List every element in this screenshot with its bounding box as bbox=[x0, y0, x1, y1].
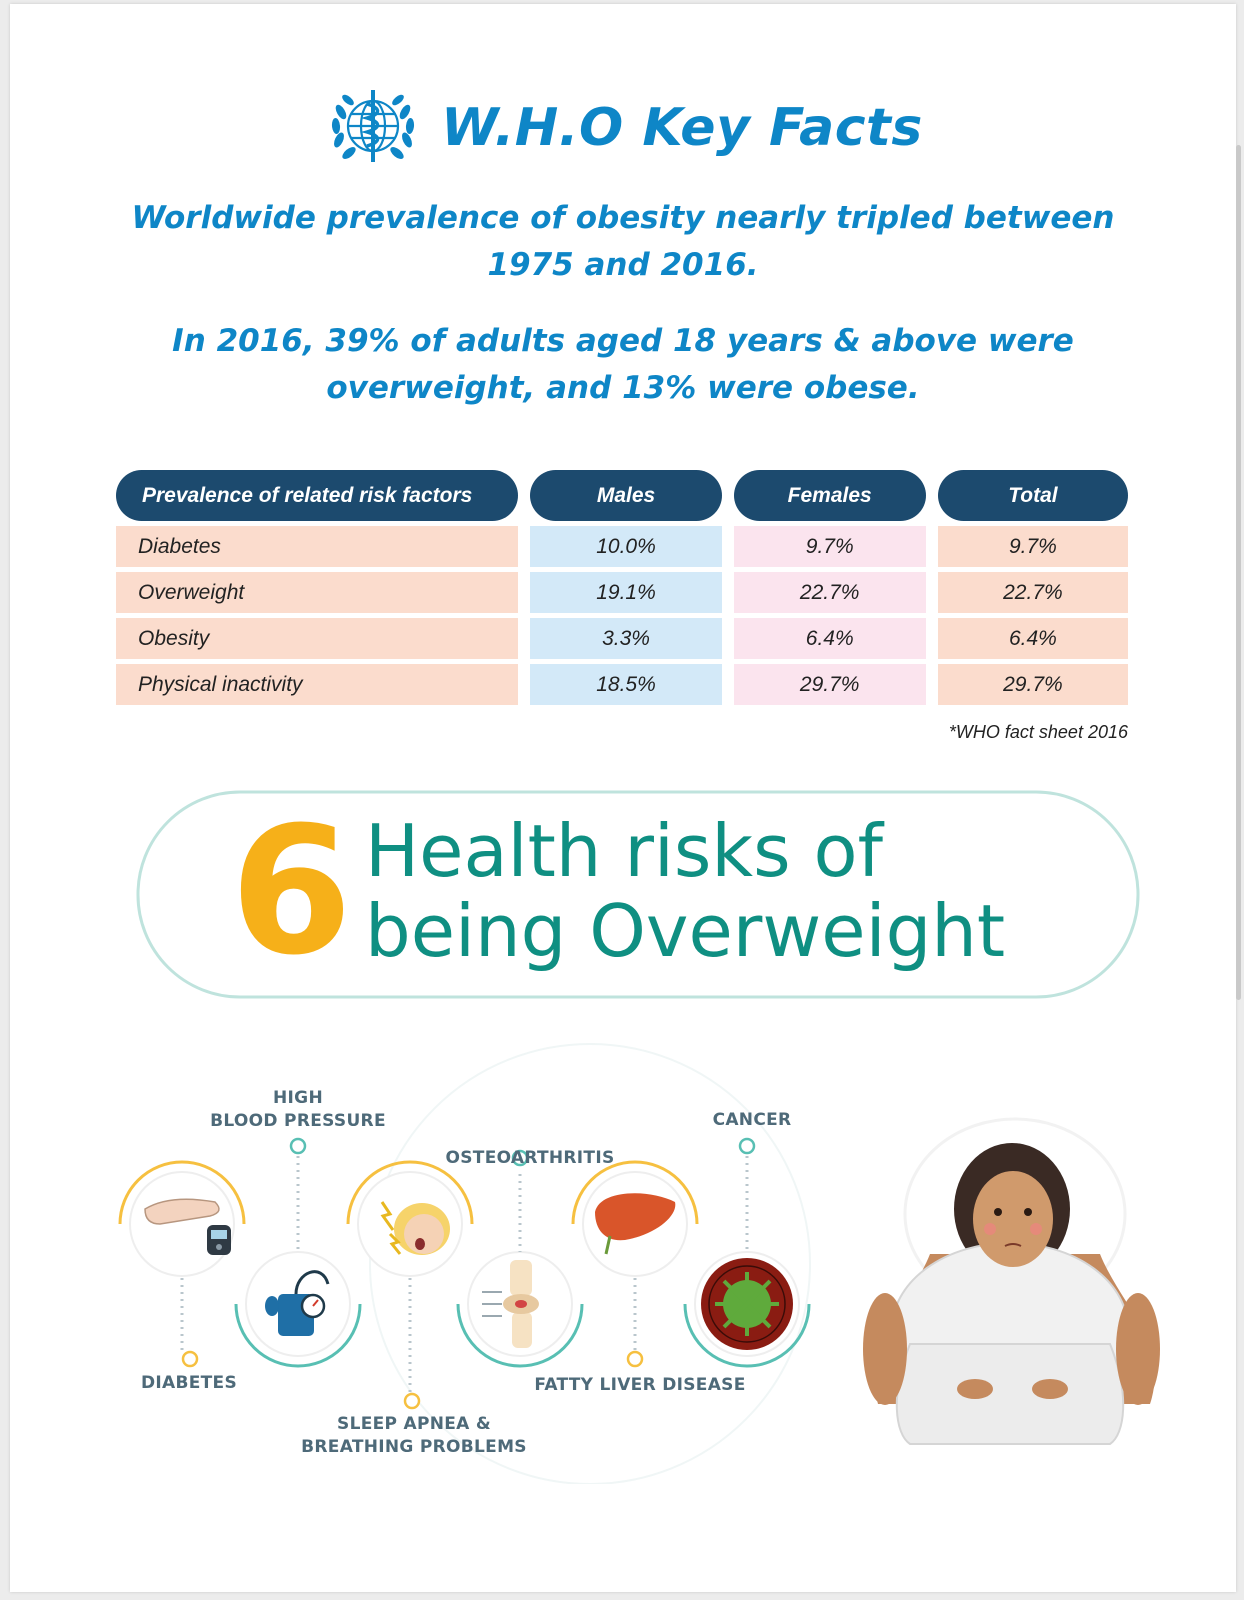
cell-risk: Overweight bbox=[116, 572, 519, 613]
document-page: W.H.O Key Facts Worldwide prevalence of … bbox=[10, 4, 1236, 1592]
cell-risk: Diabetes bbox=[116, 526, 519, 567]
header-females: Females bbox=[733, 470, 926, 521]
cell-total: 9.7% bbox=[937, 526, 1128, 567]
cell-risk: Obesity bbox=[116, 618, 519, 659]
health-risks-illustration bbox=[118, 790, 1160, 1484]
fact-line: Worldwide prevalence of obesity nearly t… bbox=[131, 200, 1115, 236]
cancer-cell-icon bbox=[701, 1258, 793, 1350]
fact-line: In 2016, 39% of adults aged 18 years & a… bbox=[172, 323, 1074, 359]
cell-females: 22.7% bbox=[733, 572, 926, 613]
who-emblem-icon bbox=[332, 90, 415, 162]
liver-icon bbox=[595, 1193, 676, 1255]
label-osteoarthritis: OSTEOARTHRITIS bbox=[445, 1148, 615, 1168]
label-line: HIGH bbox=[273, 1088, 323, 1108]
cell-females: 6.4% bbox=[733, 618, 926, 659]
diabetes-arc bbox=[118, 1160, 246, 1225]
banner-title-line: Health risks of bbox=[365, 809, 883, 893]
cancer-marker bbox=[738, 1137, 756, 1155]
cell-males: 19.1% bbox=[530, 572, 722, 613]
banner-title-line: being Overweight bbox=[365, 889, 1006, 973]
glucometer-icon bbox=[144, 1198, 231, 1255]
fatty-marker bbox=[626, 1350, 644, 1368]
bg-faint-circle bbox=[369, 1043, 811, 1484]
overweight-woman-illustration bbox=[863, 1117, 1160, 1445]
cell-females: 9.7% bbox=[733, 526, 926, 567]
table-footnote: *WHO fact sheet 2016 bbox=[948, 722, 1128, 742]
cell-total: 29.7% bbox=[937, 664, 1128, 705]
diabetes-marker bbox=[181, 1350, 199, 1368]
label-high-blood-pressure: HIGH BLOOD PRESSURE bbox=[198, 1087, 398, 1133]
risk-factors-table: Prevalence of related risk factors Males… bbox=[116, 470, 1128, 705]
bp-arc bbox=[234, 1303, 362, 1368]
osteo-marker bbox=[511, 1149, 529, 1167]
bp-marker bbox=[289, 1137, 307, 1155]
cell-females: 29.7% bbox=[733, 664, 926, 705]
cell-risk: Physical inactivity bbox=[116, 664, 519, 705]
table-row: Diabetes 10.0% 9.7% 9.7% bbox=[116, 526, 1128, 567]
liver-arc bbox=[571, 1160, 699, 1225]
cell-males: 3.3% bbox=[530, 618, 722, 659]
page-title: W.H.O Key Facts bbox=[441, 98, 923, 158]
sleep-marker bbox=[403, 1392, 421, 1410]
label-diabetes: DIABETES bbox=[140, 1373, 238, 1393]
risk-count-number: 6 bbox=[230, 789, 353, 994]
label-line: SLEEP APNEA & bbox=[337, 1414, 491, 1434]
header-total: Total bbox=[937, 470, 1128, 521]
fact-line: 1975 and 2016. bbox=[487, 247, 759, 283]
label-line: BREATHING PROBLEMS bbox=[301, 1437, 527, 1457]
cell-males: 18.5% bbox=[530, 664, 722, 705]
table-header: Prevalence of related risk factors Males… bbox=[116, 470, 1128, 521]
table-row: Overweight 19.1% 22.7% 22.7% bbox=[116, 572, 1128, 613]
banner-pill bbox=[136, 790, 1140, 999]
joint-arc bbox=[456, 1303, 584, 1368]
scrollbar-thumb[interactable] bbox=[1236, 145, 1241, 1000]
fact-line: overweight, and 13% were obese. bbox=[326, 370, 920, 406]
cancer-arc bbox=[683, 1303, 811, 1368]
header-risk-factor: Prevalence of related risk factors bbox=[116, 470, 519, 521]
header-males: Males bbox=[530, 470, 722, 521]
label-fatty-liver: FATTY LIVER DISEASE bbox=[534, 1375, 746, 1395]
header: W.H.O Key Facts bbox=[10, 82, 1236, 174]
cell-males: 10.0% bbox=[530, 526, 722, 567]
label-sleep-apnea: SLEEP APNEA & BREATHING PROBLEMS bbox=[294, 1413, 534, 1459]
label-cancer: CANCER bbox=[712, 1110, 792, 1130]
fact-obesity-tripled: Worldwide prevalence of obesity nearly t… bbox=[70, 195, 1176, 289]
sleep-arc bbox=[346, 1160, 474, 1225]
fact-adults-overweight: In 2016, 39% of adults aged 18 years & a… bbox=[70, 318, 1176, 412]
cell-total: 6.4% bbox=[937, 618, 1128, 659]
cell-total: 22.7% bbox=[937, 572, 1128, 613]
knee-joint-icon bbox=[482, 1260, 539, 1348]
sleep-apnea-icon bbox=[380, 1201, 450, 1255]
table-row: Physical inactivity 18.5% 29.7% 29.7% bbox=[116, 664, 1128, 705]
diabetes-circle bbox=[129, 1171, 235, 1277]
blood-pressure-icon bbox=[265, 1270, 330, 1336]
label-line: BLOOD PRESSURE bbox=[210, 1111, 386, 1131]
table-row: Obesity 3.3% 6.4% 6.4% bbox=[116, 618, 1128, 659]
